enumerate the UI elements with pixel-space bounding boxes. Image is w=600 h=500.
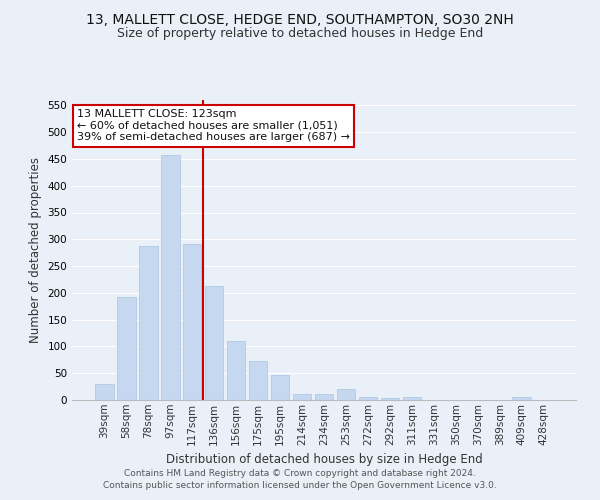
Bar — [95, 384, 113, 400]
Bar — [314, 394, 334, 400]
Bar — [359, 397, 377, 400]
Text: Size of property relative to detached houses in Hedge End: Size of property relative to detached ho… — [117, 28, 483, 40]
Bar — [139, 246, 158, 400]
Bar — [293, 394, 311, 400]
Bar — [337, 390, 355, 400]
Bar — [271, 376, 289, 400]
Text: Contains public sector information licensed under the Open Government Licence v3: Contains public sector information licen… — [103, 481, 497, 490]
X-axis label: Distribution of detached houses by size in Hedge End: Distribution of detached houses by size … — [166, 453, 482, 466]
Bar — [117, 297, 136, 400]
Y-axis label: Number of detached properties: Number of detached properties — [29, 157, 42, 343]
Bar — [227, 341, 245, 400]
Bar — [161, 154, 179, 400]
Bar — [205, 286, 223, 400]
Bar — [249, 361, 268, 400]
Bar — [380, 398, 399, 400]
Bar — [183, 244, 202, 400]
Bar — [403, 397, 421, 400]
Text: 13 MALLETT CLOSE: 123sqm
← 60% of detached houses are smaller (1,051)
39% of sem: 13 MALLETT CLOSE: 123sqm ← 60% of detach… — [77, 109, 350, 142]
Text: 13, MALLETT CLOSE, HEDGE END, SOUTHAMPTON, SO30 2NH: 13, MALLETT CLOSE, HEDGE END, SOUTHAMPTO… — [86, 12, 514, 26]
Text: Contains HM Land Registry data © Crown copyright and database right 2024.: Contains HM Land Registry data © Crown c… — [124, 468, 476, 477]
Bar — [512, 398, 531, 400]
